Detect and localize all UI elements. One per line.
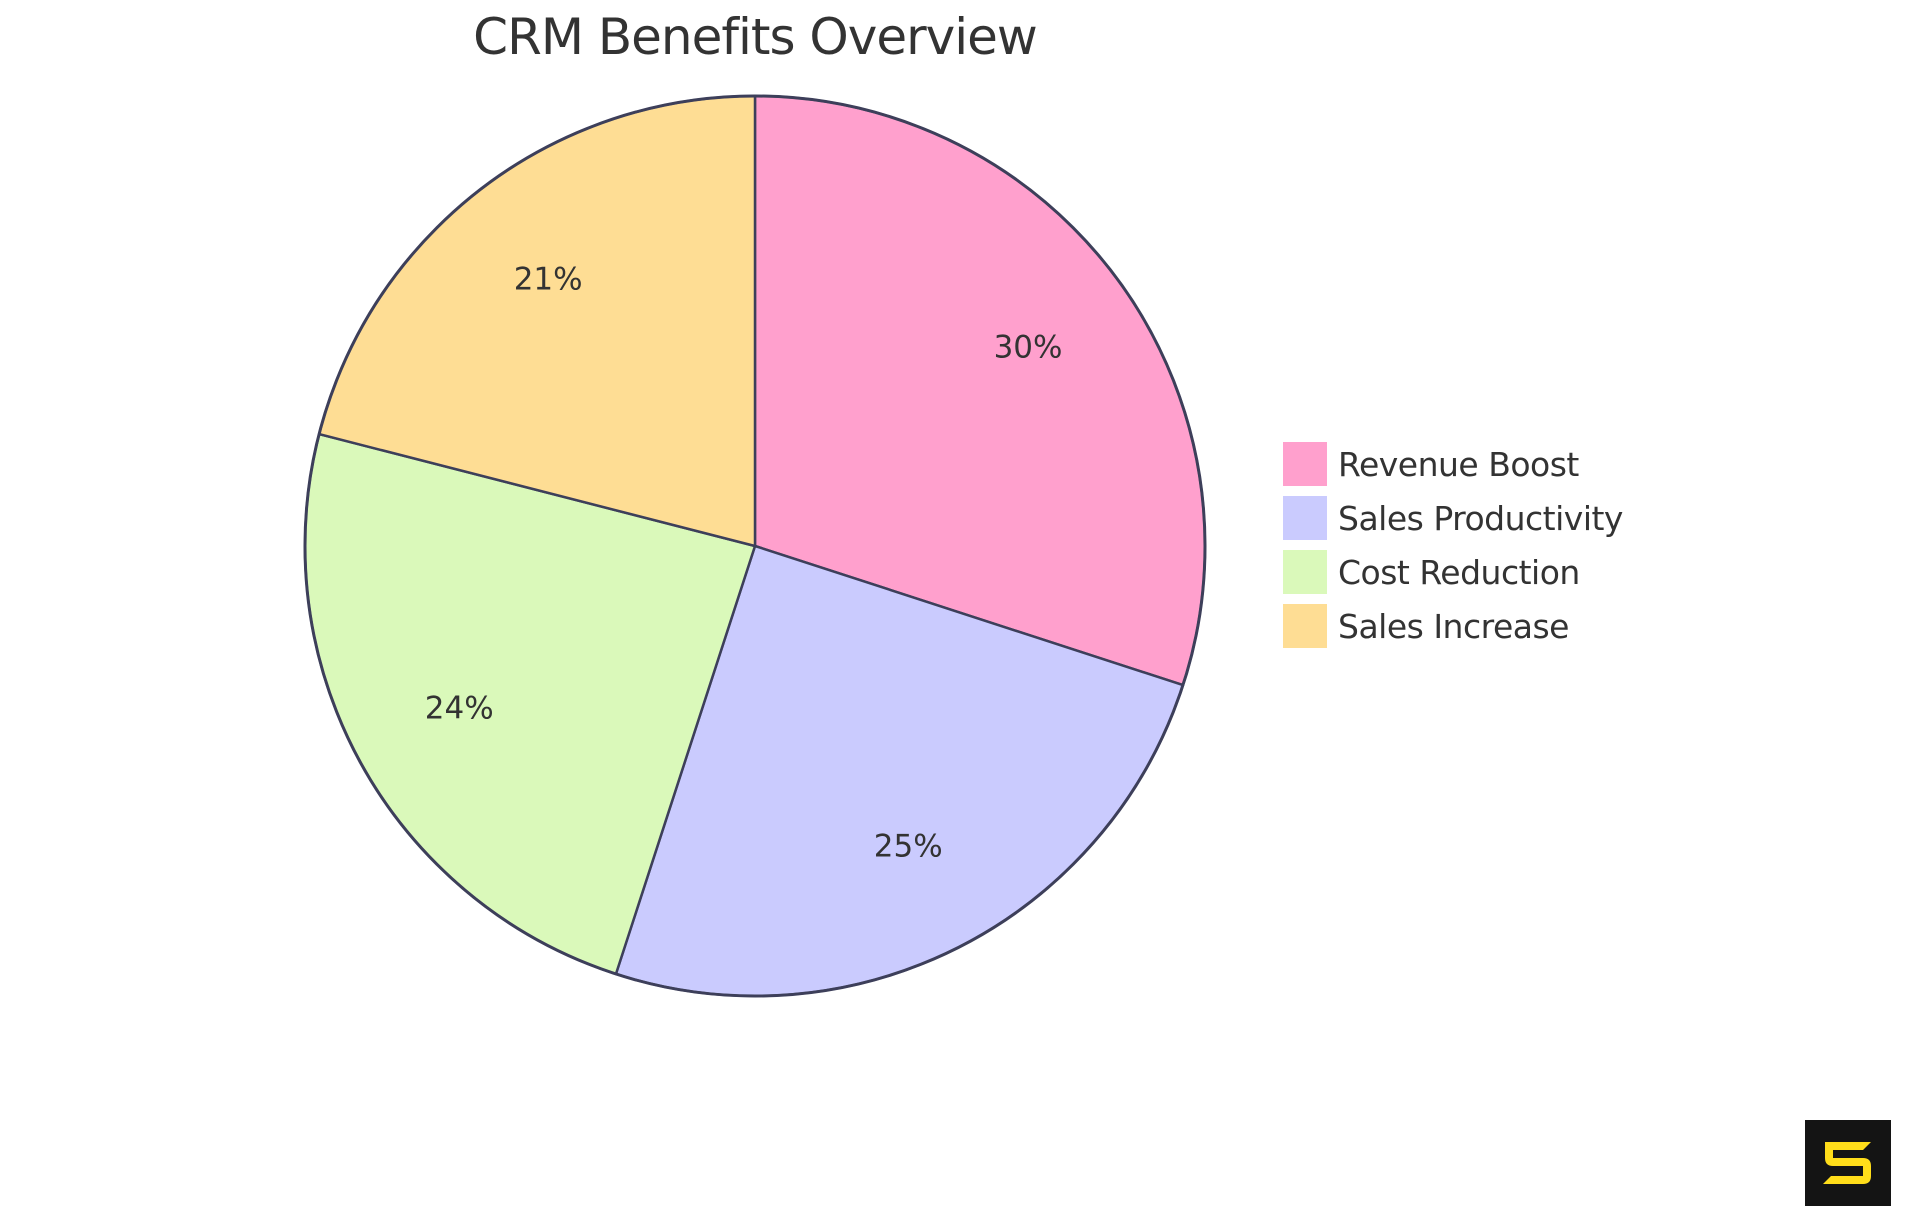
slice-label-revenue-boost: 30% [994, 330, 1063, 366]
legend-swatch [1283, 496, 1327, 540]
slice-label-sales-productivity: 25% [874, 829, 943, 865]
legend-swatch [1283, 604, 1327, 648]
legend-label: Sales Productivity [1338, 498, 1623, 538]
chart-title: CRM Benefits Overview [473, 8, 1038, 66]
legend-label: Revenue Boost [1338, 444, 1579, 484]
legend-swatch [1283, 550, 1327, 594]
legend-swatch [1283, 442, 1327, 486]
legend-item-sales-productivity: Sales Productivity [1283, 491, 1623, 545]
slice-label-sales-increase: 21% [514, 261, 583, 297]
legend-item-cost-reduction: Cost Reduction [1283, 545, 1623, 599]
legend-label: Cost Reduction [1338, 552, 1580, 592]
brand-s-logo-icon [1823, 1142, 1871, 1184]
legend-item-sales-increase: Sales Increase [1283, 599, 1623, 653]
pie-outline [303, 94, 1207, 998]
legend-label: Sales Increase [1338, 606, 1569, 646]
brand-logo [1805, 1120, 1891, 1206]
legend-item-revenue-boost: Revenue Boost [1283, 437, 1623, 491]
slice-label-cost-reduction: 24% [425, 691, 494, 727]
legend: Revenue Boost Sales Productivity Cost Re… [1283, 437, 1623, 653]
